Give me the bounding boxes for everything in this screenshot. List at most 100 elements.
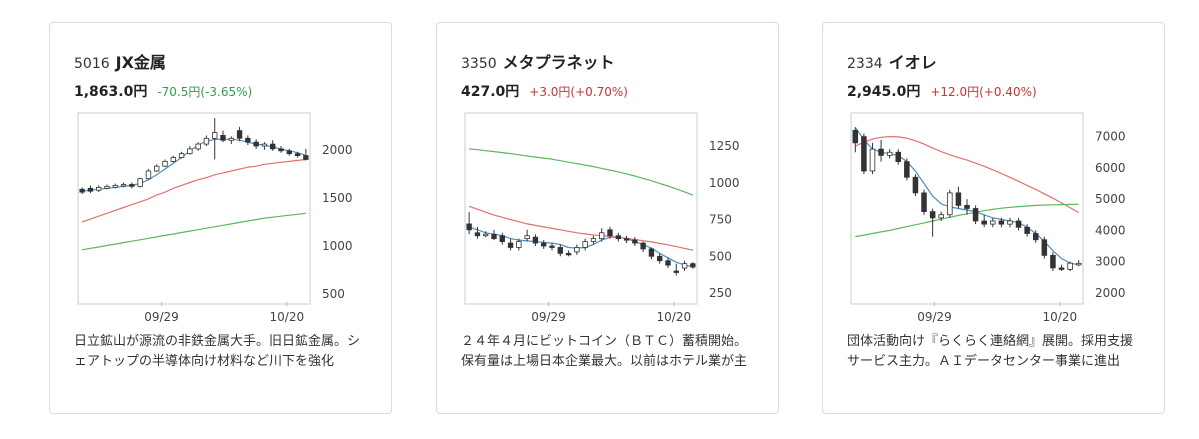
candle xyxy=(607,226,613,239)
price-chart[interactable]: 2000 1500 1000 500 09/29 10/20 xyxy=(74,111,370,324)
y-tick-label: 2000 xyxy=(322,143,353,157)
x-tick-label: 10/20 xyxy=(657,310,692,324)
candle xyxy=(964,199,970,215)
x-tick-label: 09/29 xyxy=(531,310,566,324)
x-tick-label: 09/29 xyxy=(917,310,952,324)
candle xyxy=(154,164,160,172)
stock-name[interactable]: イオレ xyxy=(888,53,937,72)
candle xyxy=(270,140,276,151)
stock-card[interactable]: 2334 イオレ 2,945.0円 +12.0円(+0.40%) 7000 6000 5… xyxy=(822,22,1165,414)
candle xyxy=(499,232,505,245)
candle xyxy=(582,238,588,251)
candle xyxy=(886,149,893,159)
candle xyxy=(869,142,876,175)
candle xyxy=(178,151,185,159)
candle xyxy=(938,211,944,221)
candle xyxy=(483,231,489,238)
price-change: +12.0円(+0.40%) xyxy=(930,85,1037,99)
candle xyxy=(524,229,530,242)
price-chart[interactable]: 7000 6000 5000 4000 3000 2000 09/29 10/20 xyxy=(847,111,1143,324)
candle xyxy=(955,186,962,209)
candle xyxy=(972,205,979,225)
candle xyxy=(253,139,259,149)
stock-card[interactable]: 3350 メタプラネット 427.0円 +3.0円(+0.70%) 1250 1000… xyxy=(436,22,779,414)
stock-name[interactable]: JX金属 xyxy=(115,53,166,72)
price-row: 2,945.0円 +12.0円(+0.40%) xyxy=(847,81,1037,101)
candle xyxy=(87,185,94,194)
candle xyxy=(1024,224,1030,237)
stock-header: 3350 メタプラネット xyxy=(461,49,615,73)
candle xyxy=(640,241,646,252)
candle xyxy=(690,262,696,269)
candle xyxy=(104,184,110,190)
candle xyxy=(303,148,309,161)
candle xyxy=(549,243,555,251)
moving-average-line xyxy=(855,135,1080,214)
plot-frame xyxy=(464,112,698,305)
candle xyxy=(137,177,143,188)
candle xyxy=(195,142,201,151)
candle xyxy=(657,253,663,264)
y-tick-label: 4000 xyxy=(1095,223,1126,237)
candle xyxy=(673,263,679,276)
candle xyxy=(1058,264,1065,271)
moving-average-line xyxy=(468,226,694,268)
candle xyxy=(187,146,193,155)
price-row: 1,863.0円 -70.5円(-3.65%) xyxy=(74,81,252,101)
candle xyxy=(599,228,605,242)
candle xyxy=(895,149,902,165)
candle xyxy=(990,217,996,228)
candle xyxy=(904,158,910,181)
x-tick-label: 10/20 xyxy=(1043,310,1078,324)
company-description: 団体活動向け『らくらく連絡網』展開。採用支援サービス主力。ＡＩデータセンター事業… xyxy=(847,334,1134,369)
candle xyxy=(852,127,859,153)
candle xyxy=(245,135,251,146)
candle xyxy=(129,182,135,189)
x-tick-label: 10/20 xyxy=(270,310,305,324)
candle xyxy=(261,142,268,150)
candle xyxy=(203,135,210,146)
price-change: +3.0円(+0.70%) xyxy=(529,85,628,99)
y-tick-label: 500 xyxy=(322,287,345,301)
candle xyxy=(947,189,953,218)
candle xyxy=(912,174,919,196)
plot-frame xyxy=(77,112,311,305)
candle xyxy=(532,234,539,246)
candle xyxy=(286,148,292,156)
candle xyxy=(998,217,1005,228)
candle xyxy=(120,182,127,188)
stock-card[interactable]: 5016 JX金属 1,863.0円 -70.5円(-3.65%) 2000 1500… xyxy=(49,22,392,414)
stock-header: 2334 イオレ xyxy=(847,49,937,73)
candle xyxy=(623,235,630,244)
y-tick-label: 250 xyxy=(709,286,732,300)
y-tick-label: 7000 xyxy=(1095,130,1126,144)
stock-name[interactable]: メタプラネット xyxy=(502,53,615,72)
y-tick-label: 2000 xyxy=(1095,286,1126,300)
candle xyxy=(541,240,547,249)
moving-average-line xyxy=(81,158,306,223)
price-chart[interactable]: 1250 1000 750 500 250 09/29 10/20 xyxy=(461,111,757,324)
candle xyxy=(170,155,176,163)
plot-frame xyxy=(850,112,1084,305)
candle xyxy=(507,238,514,251)
y-tick-label: 500 xyxy=(709,249,732,263)
moving-average-line xyxy=(468,205,694,251)
y-tick-label: 750 xyxy=(709,213,732,227)
y-tick-label: 1000 xyxy=(709,176,740,190)
candle xyxy=(145,169,152,180)
stock-price: 1,863.0円 xyxy=(74,84,148,100)
candle xyxy=(861,133,867,175)
moving-average-line xyxy=(469,148,694,196)
stock-code: 3350 xyxy=(461,56,497,72)
candle xyxy=(491,229,497,241)
candle xyxy=(474,226,481,239)
stock-header: 5016 JX金属 xyxy=(74,49,166,73)
candle xyxy=(574,244,580,255)
candle xyxy=(1067,261,1073,271)
moving-average-line xyxy=(82,138,307,192)
y-tick-label: 1250 xyxy=(709,139,740,153)
candle xyxy=(665,257,671,269)
candle xyxy=(236,126,243,142)
stock-price: 2,945.0円 xyxy=(847,84,921,100)
candle xyxy=(929,208,936,237)
